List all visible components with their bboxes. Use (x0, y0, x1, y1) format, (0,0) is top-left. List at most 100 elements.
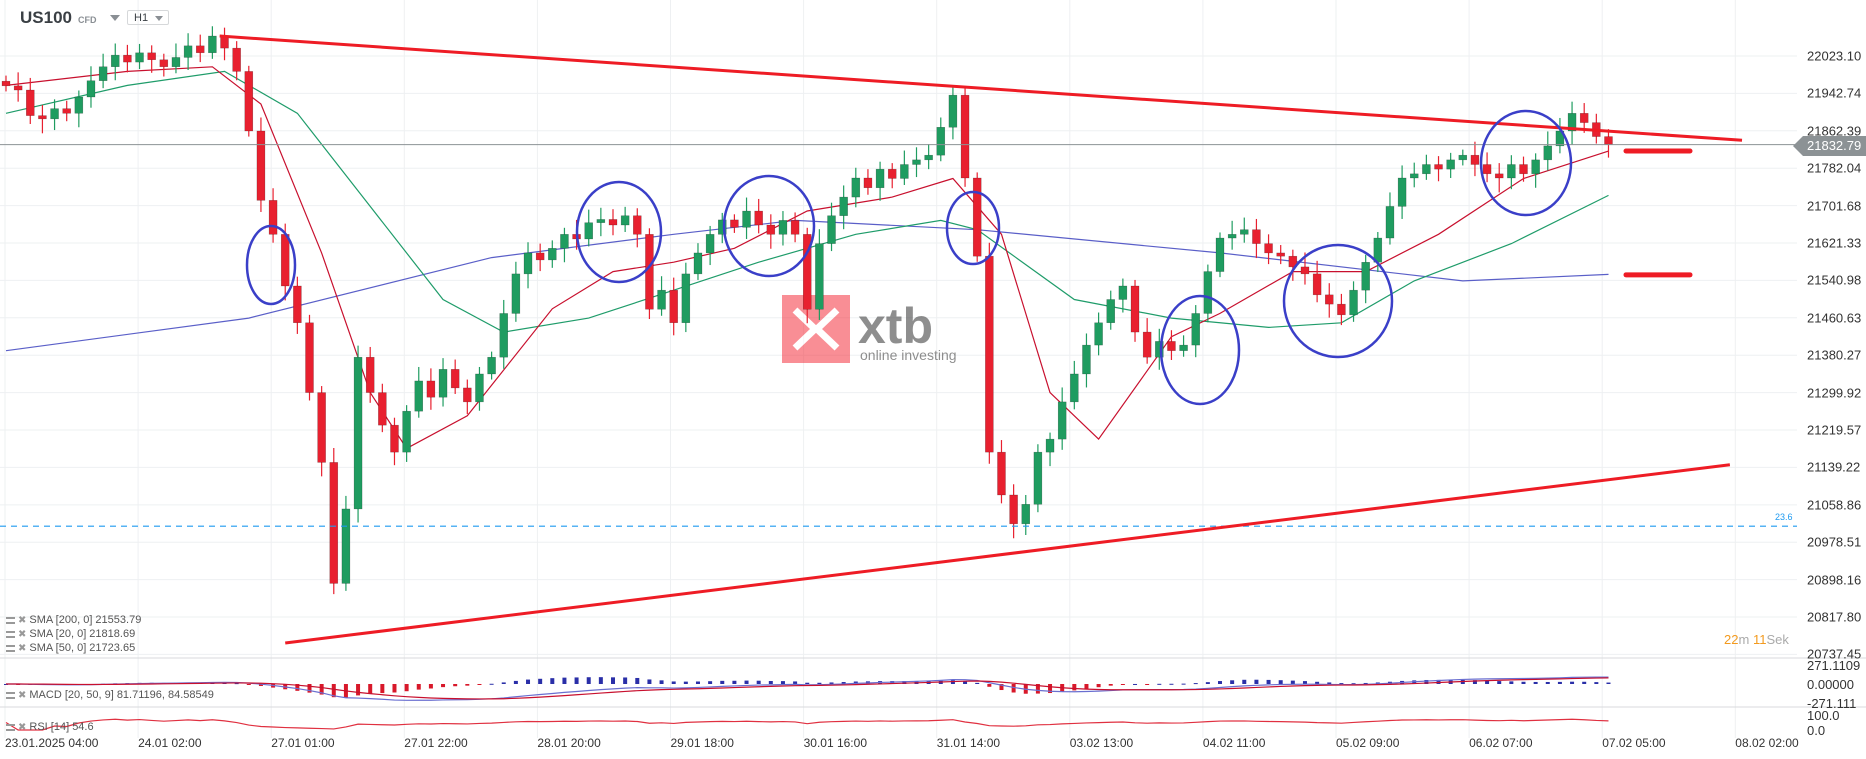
close-icon[interactable]: ✖ (18, 614, 27, 626)
candle (730, 214, 739, 233)
legend-sma20[interactable]: ✖ SMA [20, 0] 21818.69 (6, 628, 135, 640)
settings-icon[interactable] (6, 644, 15, 652)
candle (1470, 141, 1480, 177)
candle (766, 214, 776, 249)
close-icon[interactable]: ✖ (18, 689, 27, 701)
candle-body (293, 285, 302, 324)
candle-body (450, 369, 460, 389)
macd-histogram-bar (586, 677, 591, 684)
candle-body (183, 45, 193, 58)
candle-body (1470, 154, 1480, 165)
candle (1215, 232, 1225, 278)
macd-histogram-bar (1205, 682, 1210, 684)
candle (1045, 432, 1055, 467)
candle (669, 277, 678, 336)
candle (208, 26, 217, 59)
chevron-down-icon (155, 16, 163, 21)
fib-level-label: 23.6 (1775, 512, 1793, 522)
candle-body (900, 164, 909, 179)
annotation-circle (575, 180, 663, 284)
macd-histogram-bar (428, 684, 433, 689)
y-tick-label: 21299.92 (1807, 385, 1862, 401)
candle-body (1288, 255, 1298, 268)
candle-body (171, 57, 181, 68)
macd-histogram-bar (1485, 680, 1490, 684)
macd-histogram-bar (319, 684, 324, 695)
macd-histogram-bar (368, 684, 373, 694)
candle (1155, 328, 1164, 370)
macd-histogram-bar (1157, 683, 1162, 685)
legend-label: MACD [20, 50, 9] 81.71196, 84.58549 (29, 689, 214, 701)
indicator-tick-label: 0.00000 (1807, 677, 1854, 692)
candle-body (1579, 113, 1589, 123)
candle (1312, 260, 1322, 303)
candle-body (887, 168, 897, 179)
candle-body (1567, 113, 1577, 132)
macd-histogram-bar (1242, 679, 1247, 684)
candle-body (499, 313, 508, 358)
candle-body (936, 127, 946, 156)
candle-body (802, 234, 812, 310)
annotation-circle (1479, 109, 1573, 217)
candle-body (1312, 273, 1322, 296)
settings-icon[interactable] (6, 630, 15, 638)
macd-histogram-bar (1133, 683, 1138, 685)
candle-body (1385, 206, 1395, 239)
macd-histogram-bar (1072, 684, 1077, 691)
candle (1167, 330, 1176, 360)
candle (560, 227, 569, 263)
candle (50, 99, 59, 131)
candle-body (86, 80, 96, 98)
macd-histogram-bar (246, 684, 251, 685)
candle-body (1507, 164, 1516, 179)
macd-histogram-bar (987, 684, 992, 687)
macd-histogram-bar (1302, 681, 1307, 684)
candle-body (584, 222, 593, 240)
candle-body (463, 387, 472, 403)
settings-icon[interactable] (6, 723, 15, 731)
candle (1, 75, 11, 92)
candle-body (1057, 401, 1067, 440)
legend-sma50[interactable]: ✖ SMA [50, 0] 21723.65 (6, 642, 135, 654)
close-icon[interactable]: ✖ (18, 642, 27, 654)
candle-body (1543, 145, 1553, 161)
macd-histogram-bar (902, 681, 907, 684)
candle (900, 150, 909, 185)
candle (535, 243, 545, 272)
candle-body (863, 177, 873, 189)
annotation-circle (945, 190, 1001, 266)
candle-body (111, 54, 120, 68)
legend-macd[interactable]: ✖ MACD [20, 50, 9] 81.71196, 84.58549 (6, 689, 214, 701)
macd-histogram-bar (513, 680, 518, 684)
candle (1142, 318, 1152, 364)
candle (98, 53, 108, 89)
annotation-circle (722, 174, 816, 278)
candle-body (244, 71, 254, 132)
macd-histogram-bar (975, 682, 980, 684)
macd-histogram-bar (817, 682, 822, 684)
close-icon[interactable]: ✖ (18, 628, 27, 640)
candle-body (256, 130, 266, 201)
candle-body (997, 451, 1006, 496)
settings-icon[interactable] (6, 616, 15, 624)
symbol-selector[interactable]: US100 CFD (20, 8, 121, 28)
candle-body (645, 234, 654, 310)
candle (1361, 254, 1370, 304)
candle (26, 77, 35, 125)
legend-rsi[interactable]: ✖ RSI [14] 54.6 (6, 721, 94, 733)
macd-histogram-bar (756, 680, 761, 684)
candle (195, 34, 205, 63)
candle-body (317, 392, 326, 463)
candle (985, 242, 994, 464)
y-tick-label: 21782.04 (1807, 160, 1862, 176)
candle-body (985, 255, 994, 453)
settings-icon[interactable] (6, 691, 15, 699)
close-icon[interactable]: ✖ (18, 721, 27, 733)
macd-histogram-bar (1375, 682, 1380, 684)
legend-sma200[interactable]: ✖ SMA [200, 0] 21553.79 (6, 614, 141, 626)
candle (341, 495, 351, 591)
timeframe-select[interactable]: H1 (127, 10, 169, 25)
macd-histogram-bar (1594, 682, 1599, 684)
macd-histogram-bar (1557, 681, 1562, 684)
